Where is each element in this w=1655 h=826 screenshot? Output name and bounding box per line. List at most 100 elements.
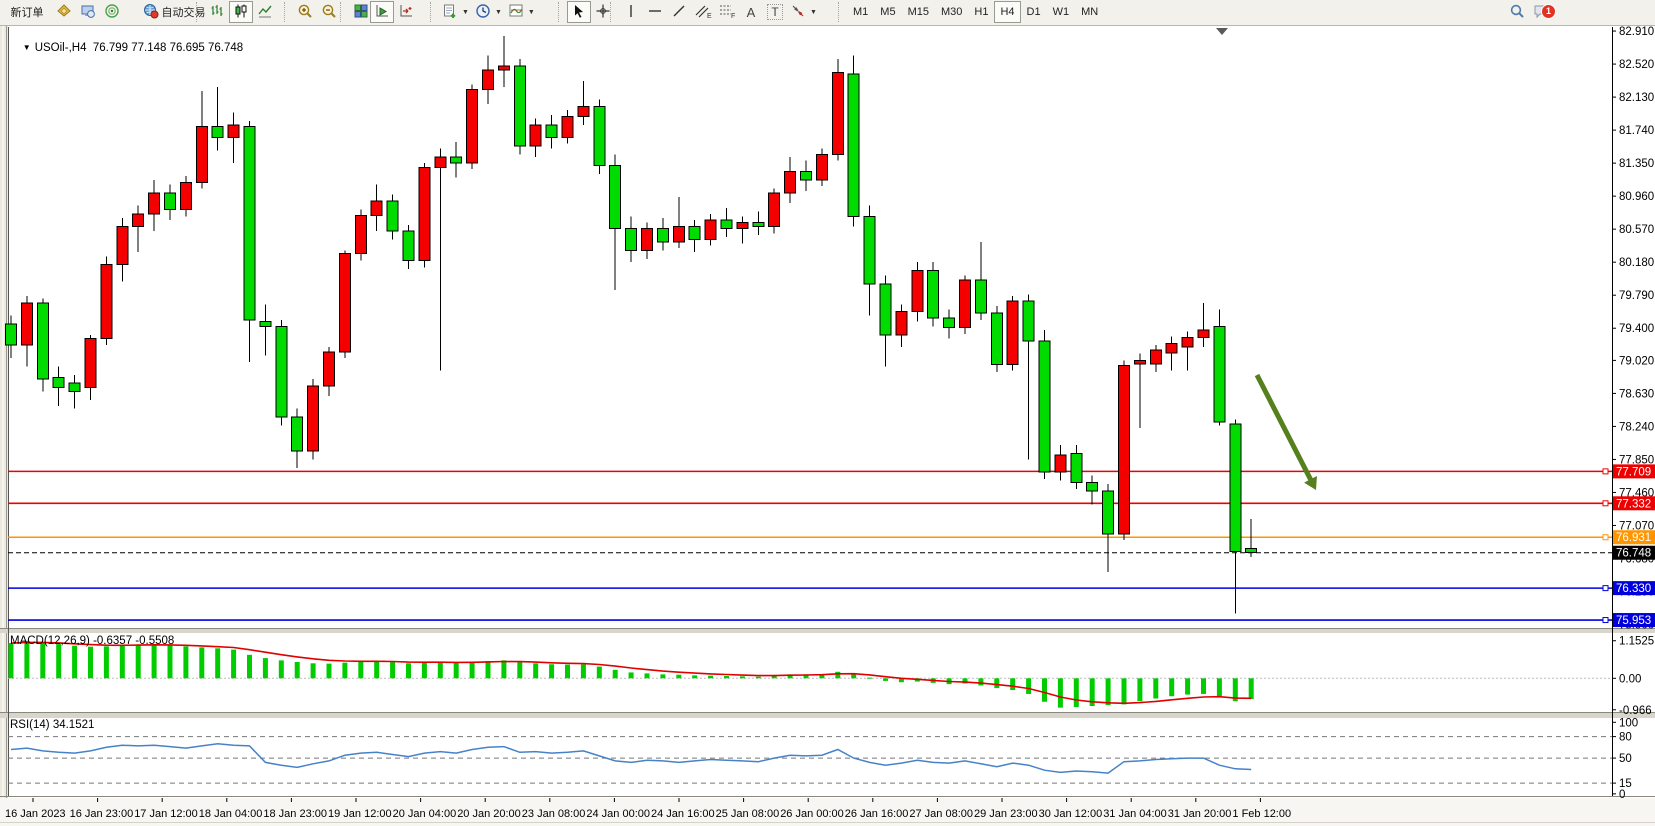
notifications-button[interactable]: 1 — [1529, 1, 1556, 23]
auto-scroll-button[interactable] — [370, 1, 394, 23]
candle — [179, 182, 192, 211]
candle — [84, 337, 97, 388]
vertical-line-button[interactable] — [619, 1, 643, 23]
time-tick-label[interactable]: 31 Jan 04:00 — [1103, 808, 1167, 820]
bar-chart-button[interactable] — [205, 1, 229, 23]
trend-arrow-head[interactable] — [1304, 476, 1317, 490]
line-handle[interactable] — [1602, 468, 1609, 475]
price-tick-label: 79.400 — [1619, 323, 1654, 335]
time-tick-label[interactable]: 26 Jan 16:00 — [845, 808, 909, 820]
tile-windows-button[interactable] — [349, 1, 373, 23]
trend-arrow[interactable] — [1254, 373, 1314, 483]
line-handle[interactable] — [1602, 534, 1609, 541]
time-tick-label[interactable]: 17 Jan 12:00 — [134, 808, 198, 820]
trendline-button[interactable] — [667, 1, 691, 23]
timeframe-H1-button[interactable]: H1 — [974, 6, 989, 18]
timeframe-M5-button[interactable]: M5 — [880, 6, 896, 18]
timeframe-M15-button[interactable]: M15 — [907, 6, 929, 18]
macd-histogram-bar — [8, 643, 14, 679]
chart-shift-button[interactable] — [394, 1, 418, 23]
time-tick-label[interactable]: 20 Jan 04:00 — [393, 808, 457, 820]
time-tick-label[interactable]: 29 Jan 23:00 — [974, 808, 1038, 820]
svg-text:F: F — [731, 13, 735, 19]
timeframe-D1-button[interactable]: D1 — [1026, 6, 1041, 18]
time-tick-label[interactable]: 1 Feb 12:00 — [1232, 808, 1291, 820]
timeframe-M30-button[interactable]: M30 — [940, 6, 963, 18]
macd-histogram-bar — [151, 644, 157, 679]
time-tick-label[interactable]: 24 Jan 16:00 — [651, 808, 715, 820]
line-chart-button[interactable] — [253, 1, 277, 23]
time-tick-label[interactable]: 24 Jan 00:00 — [586, 808, 650, 820]
macd-histogram-bar — [326, 663, 332, 679]
candle — [323, 351, 335, 387]
price-tick-label: 77.850 — [1619, 454, 1654, 466]
period-button[interactable]: ▼ — [472, 1, 505, 23]
time-tick-label[interactable]: 31 Jan 20:00 — [1168, 808, 1232, 820]
auto-trading-button[interactable]: 自动交易 — [128, 1, 220, 23]
macd-histogram-bar — [612, 669, 618, 679]
equidistant-channel-button[interactable]: E — [691, 1, 715, 23]
candlestick-chart-button[interactable] — [229, 1, 253, 23]
price-line-badge-text: 75.953 — [1616, 615, 1651, 627]
time-tick-label[interactable]: 20 Jan 20:00 — [457, 808, 521, 820]
cursor-button[interactable] — [567, 1, 591, 23]
new-chart-button[interactable]: ▼ — [439, 1, 472, 23]
line-handle[interactable] — [1602, 500, 1609, 507]
crosshair-button[interactable] — [591, 1, 615, 23]
line-handle[interactable] — [1602, 585, 1609, 592]
time-tick-label[interactable]: 16 Jan 23:00 — [70, 808, 134, 820]
macd-histogram-bar — [485, 661, 491, 679]
time-tick-label[interactable]: 18 Jan 23:00 — [263, 808, 327, 820]
terminal-icon — [80, 3, 96, 22]
time-tick-label[interactable]: 23 Jan 08:00 — [522, 808, 586, 820]
candle — [688, 226, 701, 240]
current-price-badge — [1613, 545, 1655, 560]
time-tick-label[interactable]: 27 Jan 08:00 — [909, 808, 973, 820]
signal-button[interactable] — [100, 1, 124, 23]
price-tick-label: 79.790 — [1619, 290, 1654, 302]
period-icon — [475, 3, 491, 22]
time-axis-strip — [0, 798, 1655, 826]
timeframe-H4-button[interactable]: H4 — [994, 1, 1021, 23]
indicators-button[interactable]: ▼ — [505, 1, 538, 23]
macd-tick-label: 0.00 — [1619, 673, 1641, 685]
terminal-button[interactable] — [76, 1, 100, 23]
chart-ohlc-values: 76.799 77.148 76.695 76.748 — [92, 42, 244, 54]
line-handle[interactable] — [1602, 617, 1609, 624]
timeframe-M1-button[interactable]: M1 — [853, 6, 869, 18]
candle — [911, 270, 924, 312]
time-tick-label[interactable]: 30 Jan 12:00 — [1039, 808, 1103, 820]
toolbar-group-windows — [338, 1, 373, 23]
macd-histogram-bar — [437, 662, 443, 679]
chart-shift-icon — [398, 3, 414, 22]
time-tick-label[interactable]: 19 Jan 12:00 — [328, 808, 392, 820]
pane-divider[interactable] — [0, 712, 1655, 718]
timeframe-W1-button[interactable]: W1 — [1052, 6, 1070, 18]
timeframe-MN-button[interactable]: MN — [1081, 6, 1099, 18]
candle — [672, 226, 685, 243]
macd-histogram-bar — [358, 662, 364, 679]
fibonacci-button[interactable]: F — [715, 1, 739, 23]
horizontal-line-button[interactable] — [643, 1, 667, 23]
zoom-in-button[interactable] — [293, 1, 317, 23]
text-button[interactable]: A — [739, 1, 763, 23]
rsi-pane — [8, 736, 1612, 784]
time-tick-label[interactable]: 26 Jan 00:00 — [780, 808, 844, 820]
arrow-objects-button[interactable]: ▼ — [787, 1, 820, 23]
search-button[interactable] — [1505, 1, 1529, 23]
macd-histogram-bar — [135, 644, 141, 679]
price-line-badge-text: 77.709 — [1616, 466, 1651, 478]
time-tick-label[interactable]: 18 Jan 04:00 — [199, 808, 263, 820]
text-label-button[interactable]: T — [763, 1, 787, 23]
collapse-indicator-icon[interactable]: ▼ — [22, 43, 31, 52]
time-tick-label[interactable]: 25 Jan 08:00 — [716, 808, 780, 820]
chart-shift-marker[interactable] — [1216, 28, 1228, 35]
cursor-icon — [571, 3, 587, 22]
zoom-out-button[interactable] — [317, 1, 341, 23]
time-tick-label[interactable]: 16 Jan 2023 — [5, 808, 66, 820]
macd-histogram-bar — [676, 674, 682, 679]
pane-divider[interactable] — [0, 628, 1655, 633]
new-order-button[interactable]: 新订单 — [2, 1, 52, 23]
toolbar-separator — [558, 2, 565, 22]
market-watch-button[interactable] — [52, 1, 76, 23]
